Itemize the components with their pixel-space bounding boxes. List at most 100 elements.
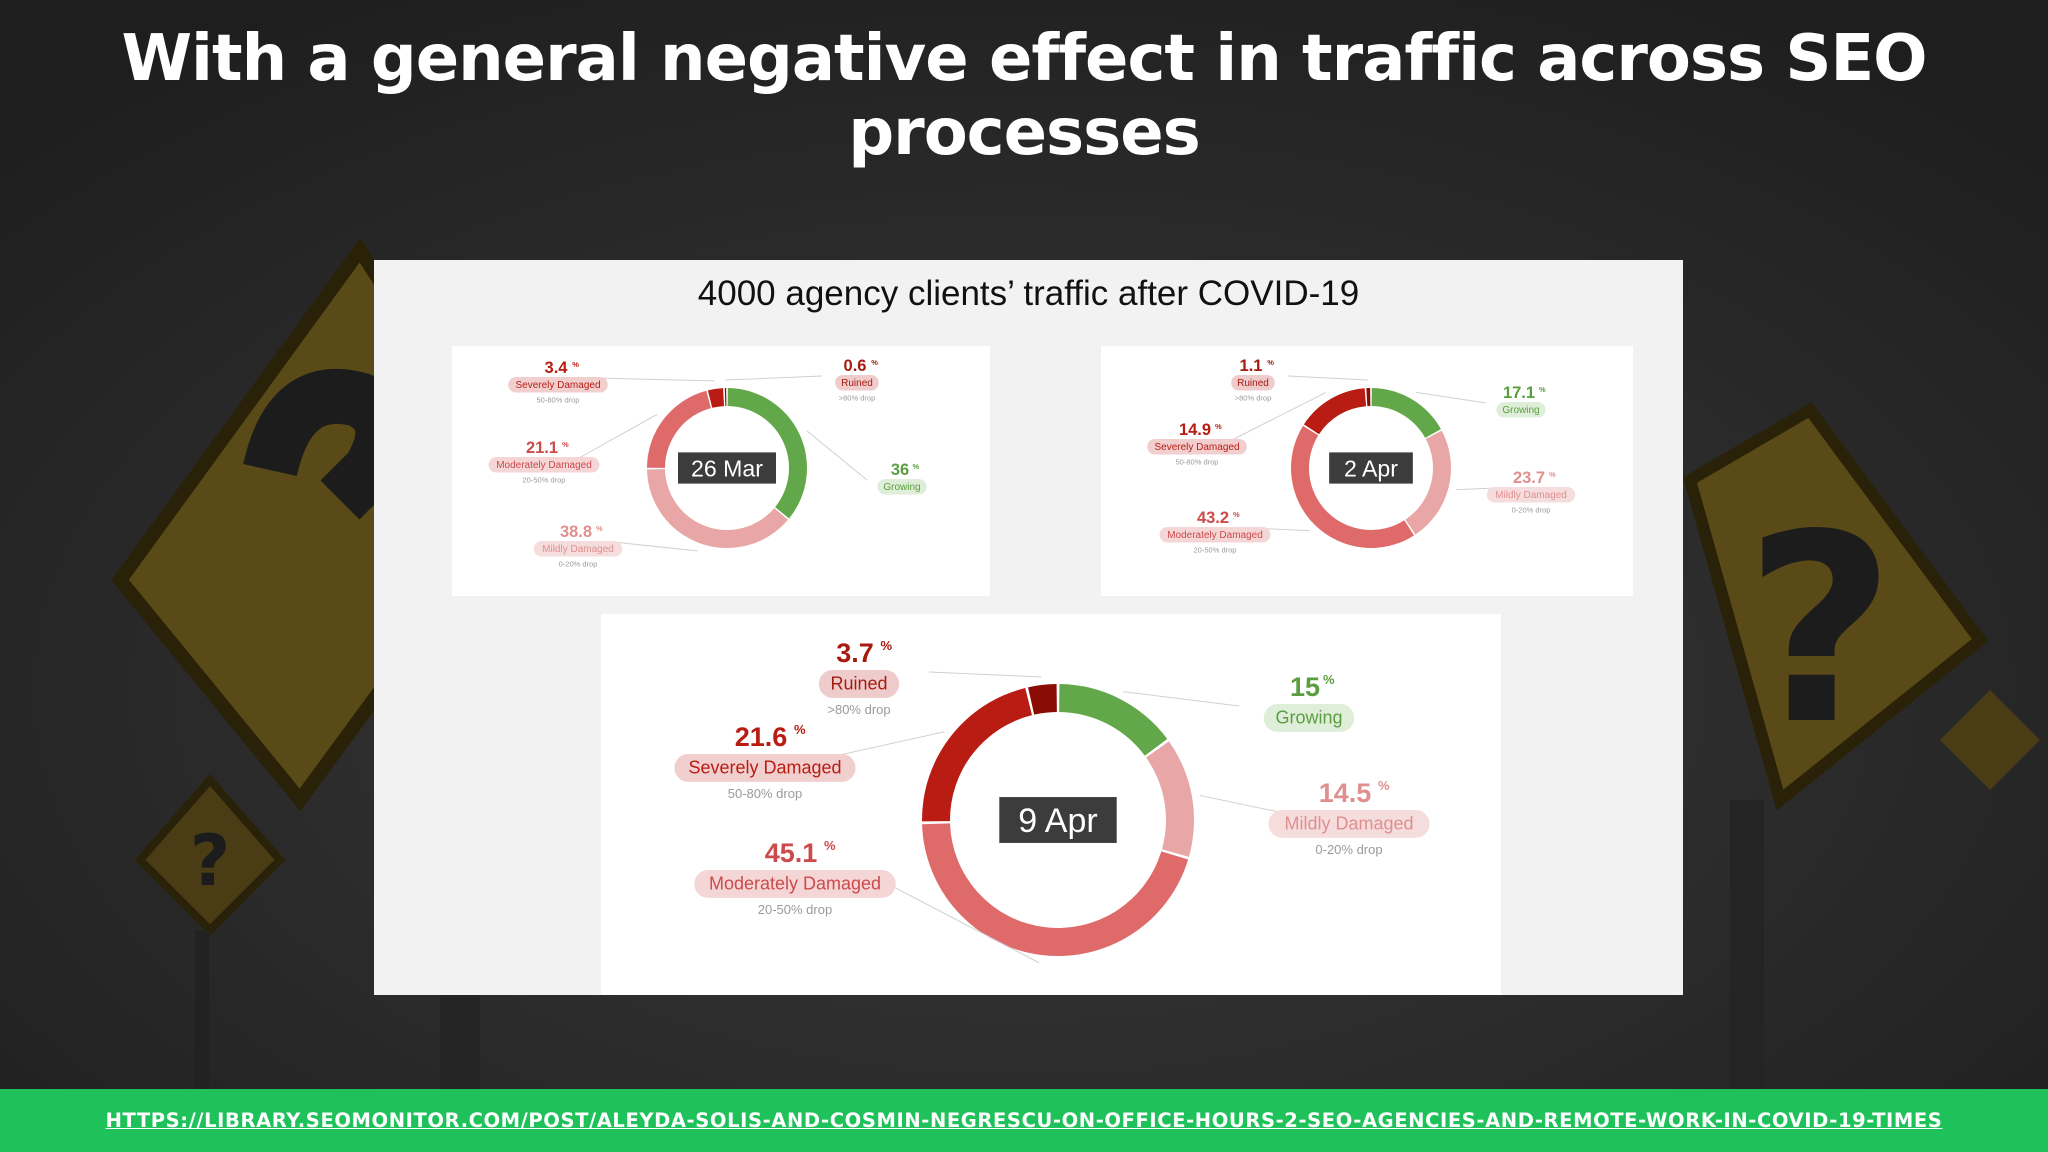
- slice-value-mildly-damaged: 38.8: [560, 523, 592, 541]
- slice-category-pill: [1263, 704, 1355, 732]
- slice-category-pill: [1496, 402, 1546, 418]
- donut-slice-severely-damaged: [707, 388, 725, 408]
- percent-sign: %: [1267, 358, 1274, 367]
- left-small-sign: ?: [134, 773, 286, 1090]
- slice-category-label: Ruined: [841, 378, 873, 389]
- donut-slice-growing: [727, 388, 807, 519]
- slice-value-ruined: 0.6: [844, 357, 867, 375]
- center-label-box: [1329, 452, 1413, 484]
- slice-category-pill: [674, 754, 856, 782]
- percent-sign: %: [913, 462, 920, 471]
- donut-card-26-mar: 26 Mar 36% Growing 38.8% Mildly Damaged 0-20%…: [452, 346, 990, 596]
- slice-drop-note: 20-50% drop: [523, 476, 566, 485]
- slice-drop-note: >80% drop: [839, 394, 876, 403]
- slice-value-mildly-damaged: 23.7: [1513, 469, 1545, 487]
- slide-title: With a general negative effect in traffi…: [121, 22, 1927, 170]
- percent-sign: %: [562, 440, 569, 449]
- slice-category-label: Severely Damaged: [1154, 442, 1239, 453]
- leader-line: [612, 541, 698, 552]
- donut-slice-mildly-damaged: [647, 469, 788, 548]
- slice-category-label: Mildly Damaged: [542, 544, 614, 555]
- percent-sign: %: [1323, 672, 1335, 687]
- chart-title: 4000 agency clients’ traffic after COVID…: [697, 274, 1360, 313]
- slice-drop-note: 20-50% drop: [1194, 546, 1237, 555]
- slice-drop-note: >80% drop: [1235, 394, 1272, 403]
- slice-category-label: Ruined: [1237, 378, 1269, 389]
- donut-chart-2-apr: 2 Apr 17.1 % Growing 23.7 % Mildly Damaged 0-20…: [1147, 357, 1576, 555]
- slice-category-label: Growing: [1275, 708, 1342, 728]
- leader-line: [806, 430, 868, 481]
- svg-text:?: ?: [190, 820, 231, 902]
- slice-category-pill: [694, 870, 896, 898]
- percent-sign: %: [1549, 470, 1556, 479]
- slice-category-pill: [835, 375, 879, 391]
- donut-chart-9-apr: 9 Apr 15 % Growing 14.5 % Mildly Damaged 0-20% …: [674, 638, 1430, 964]
- slice-category-label: Severely Damaged: [515, 380, 600, 391]
- donut-slice-moderately-damaged: [922, 823, 1189, 956]
- leader-line: [1456, 487, 1497, 491]
- slice-category-label: Growing: [883, 482, 920, 493]
- slice-category-pill: [1159, 527, 1271, 543]
- leader-line: [1231, 391, 1327, 441]
- slice-value-growing: 36: [891, 461, 909, 479]
- leader-line: [928, 671, 1042, 678]
- slice-drop-note: 0-20% drop: [1315, 842, 1382, 857]
- footer-bar: HTTPS://LIBRARY.SEOMONITOR.COM/POST/ALEY…: [0, 1089, 2048, 1152]
- slice-category-label: Moderately Damaged: [496, 460, 592, 471]
- source-link[interactable]: HTTPS://LIBRARY.SEOMONITOR.COM/POST/ALEY…: [105, 1109, 1943, 1132]
- slice-drop-note: 0-20% drop: [559, 560, 598, 569]
- donut-slice-ruined: [1028, 684, 1057, 715]
- center-label-box: [677, 452, 777, 484]
- donut-slice-severely-damaged: [1303, 388, 1367, 435]
- slice-category-pill: [1486, 487, 1576, 503]
- slice-value-growing: 15: [1290, 672, 1320, 702]
- percent-sign: %: [572, 360, 579, 369]
- slice-value-severely-damaged: 14.9: [1179, 421, 1211, 439]
- percent-sign: %: [1539, 385, 1546, 394]
- donut-slice-mildly-damaged: [1146, 741, 1194, 857]
- right-warning-sign: ?: [1682, 402, 1989, 1090]
- leader-line: [1287, 375, 1368, 381]
- slice-value-moderately-damaged: 45.1: [765, 838, 818, 868]
- slice-drop-note: 0-20% drop: [1512, 506, 1551, 515]
- center-date-label: 9 Apr: [1018, 802, 1097, 840]
- donut-slice-growing: [1371, 388, 1441, 438]
- slice-drop-note: >80% drop: [827, 702, 890, 717]
- leader-line: [834, 731, 945, 757]
- percent-sign: %: [881, 638, 893, 653]
- percent-sign: %: [871, 358, 878, 367]
- donut-slice-mildly-damaged: [1405, 430, 1451, 535]
- center-label-box: [999, 797, 1117, 843]
- slice-category-pill: [818, 670, 900, 698]
- slice-category-pill: [1231, 375, 1275, 391]
- donut-slice-ruined: [1366, 388, 1371, 407]
- center-date-label: 26 Mar: [691, 455, 763, 481]
- slice-value-moderately-damaged: 43.2: [1197, 509, 1229, 527]
- slice-category-pill: [508, 377, 608, 393]
- svg-text:?: ?: [1745, 480, 1896, 782]
- leader-line: [725, 375, 823, 381]
- slice-category-label: Severely Damaged: [688, 758, 841, 778]
- chart-panel: 4000 agency clients’ traffic after COVID…: [374, 260, 1683, 995]
- donut-slice-moderately-damaged: [647, 390, 711, 468]
- slice-drop-note: 50-80% drop: [1176, 458, 1219, 467]
- slice-value-severely-damaged: 21.6: [735, 722, 788, 752]
- slice-category-label: Moderately Damaged: [709, 874, 881, 894]
- donut-slice-growing: [1059, 684, 1168, 756]
- percent-sign: %: [1215, 422, 1222, 431]
- slice-value-moderately-damaged: 21.1: [526, 439, 558, 457]
- leader-line: [578, 413, 658, 459]
- percent-sign: %: [596, 524, 603, 533]
- slice-category-label: Ruined: [830, 674, 887, 694]
- slice-category-label: Growing: [1502, 405, 1539, 416]
- percent-sign: %: [794, 722, 806, 737]
- percent-sign: %: [1378, 778, 1390, 793]
- slice-category-label: Mildly Damaged: [1284, 814, 1413, 834]
- percent-sign: %: [824, 838, 836, 853]
- slice-category-label: Moderately Damaged: [1167, 530, 1263, 541]
- leader-line: [1123, 691, 1240, 707]
- leader-line: [1199, 794, 1280, 813]
- slice-drop-note: 20-50% drop: [758, 902, 832, 917]
- center-date-label: 2 Apr: [1344, 455, 1398, 481]
- slice-category-pill: [1268, 810, 1430, 838]
